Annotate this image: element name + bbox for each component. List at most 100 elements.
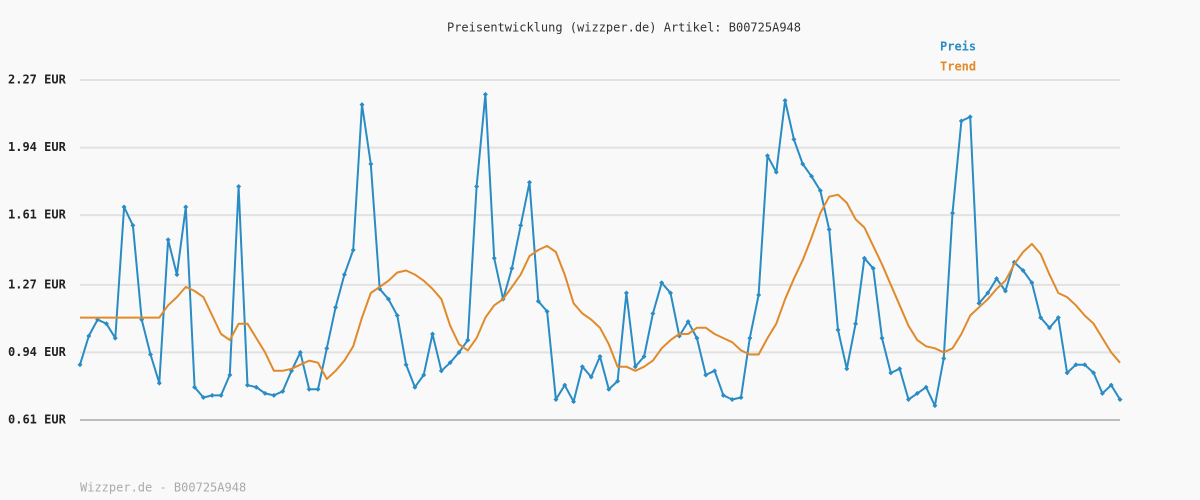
point-marker [1055, 315, 1061, 321]
y-tick-label: 1.27 EUR [8, 277, 67, 291]
point-marker [1099, 390, 1105, 396]
point-marker [1029, 280, 1035, 286]
chart-title: Preisentwicklung (wizzper.de) Artikel: B… [447, 21, 801, 35]
point-marker [571, 399, 577, 405]
point-marker [200, 394, 206, 400]
point-marker [932, 403, 938, 409]
point-marker [1020, 267, 1026, 273]
point-marker [156, 380, 162, 386]
point-marker [333, 304, 339, 310]
point-marker [403, 362, 409, 368]
point-marker [421, 372, 427, 378]
point-marker [738, 394, 744, 400]
point-marker [720, 392, 726, 398]
point-marker [623, 290, 629, 296]
legend-entry: Trend [940, 60, 976, 74]
point-marker [870, 265, 876, 271]
point-marker [579, 364, 585, 370]
point-marker [341, 272, 347, 278]
point-marker [888, 370, 894, 376]
point-marker [1082, 362, 1088, 368]
point-marker [412, 384, 418, 390]
point-marker [368, 161, 374, 167]
point-marker [1038, 315, 1044, 321]
point-marker [897, 366, 903, 372]
point-marker [165, 237, 171, 243]
point-marker [861, 255, 867, 261]
point-marker [474, 184, 480, 190]
point-marker [236, 184, 242, 190]
point-marker [148, 351, 154, 357]
point-marker [985, 290, 991, 296]
point-marker [588, 374, 594, 380]
point-marker [482, 91, 488, 97]
point-marker [1064, 370, 1070, 376]
point-marker [271, 392, 277, 398]
point-marker [967, 114, 973, 120]
point-marker [562, 382, 568, 388]
point-marker [835, 327, 841, 333]
point-marker [1108, 382, 1114, 388]
point-marker [817, 188, 823, 194]
point-marker [1002, 288, 1008, 294]
point-marker [297, 349, 303, 355]
point-marker [650, 310, 656, 316]
point-marker [923, 384, 929, 390]
legend-entry: Preis [940, 40, 976, 54]
point-marker [914, 390, 920, 396]
point-marker [668, 290, 674, 296]
point-marker [685, 319, 691, 325]
point-marker [747, 335, 753, 341]
point-marker [430, 331, 436, 337]
point-marker [192, 384, 198, 390]
point-marker [465, 337, 471, 343]
point-marker [253, 384, 259, 390]
point-marker [509, 265, 515, 271]
point-marker [826, 227, 832, 233]
point-marker [1046, 325, 1052, 331]
point-marker [606, 386, 612, 392]
point-marker [703, 372, 709, 378]
point-marker [712, 368, 718, 374]
point-marker [615, 378, 621, 384]
y-tick-label: 0.94 EUR [8, 345, 67, 359]
point-marker [844, 366, 850, 372]
point-marker [544, 308, 550, 314]
point-marker [518, 222, 524, 228]
point-marker [853, 321, 859, 327]
point-marker [976, 300, 982, 306]
point-marker [994, 276, 1000, 282]
point-marker [773, 169, 779, 175]
point-marker [800, 161, 806, 167]
point-marker [447, 360, 453, 366]
point-marker [729, 397, 735, 403]
footer: Wizzper.de - B00725A948 [80, 481, 246, 495]
point-marker [244, 382, 250, 388]
point-marker [941, 356, 947, 362]
point-marker [350, 247, 356, 253]
point-marker [306, 386, 312, 392]
line-1 [80, 193, 1121, 380]
point-marker [782, 97, 788, 103]
point-marker [77, 362, 83, 368]
point-marker [1091, 370, 1097, 376]
point-marker [879, 335, 885, 341]
point-marker [1073, 362, 1079, 368]
point-marker [535, 298, 541, 304]
point-marker [262, 390, 268, 396]
y-tick-label: 0.61 EUR [8, 413, 67, 427]
point-marker [791, 136, 797, 142]
point-marker [359, 102, 365, 108]
point-marker [280, 388, 286, 394]
point-marker [315, 386, 321, 392]
y-tick-label: 2.27 EUR [8, 73, 67, 87]
point-marker [385, 296, 391, 302]
point-marker [174, 272, 180, 278]
point-marker [632, 364, 638, 370]
point-marker [958, 118, 964, 124]
point-marker [641, 354, 647, 360]
point-marker [394, 313, 400, 319]
point-marker [183, 204, 189, 210]
point-marker [1117, 397, 1123, 403]
